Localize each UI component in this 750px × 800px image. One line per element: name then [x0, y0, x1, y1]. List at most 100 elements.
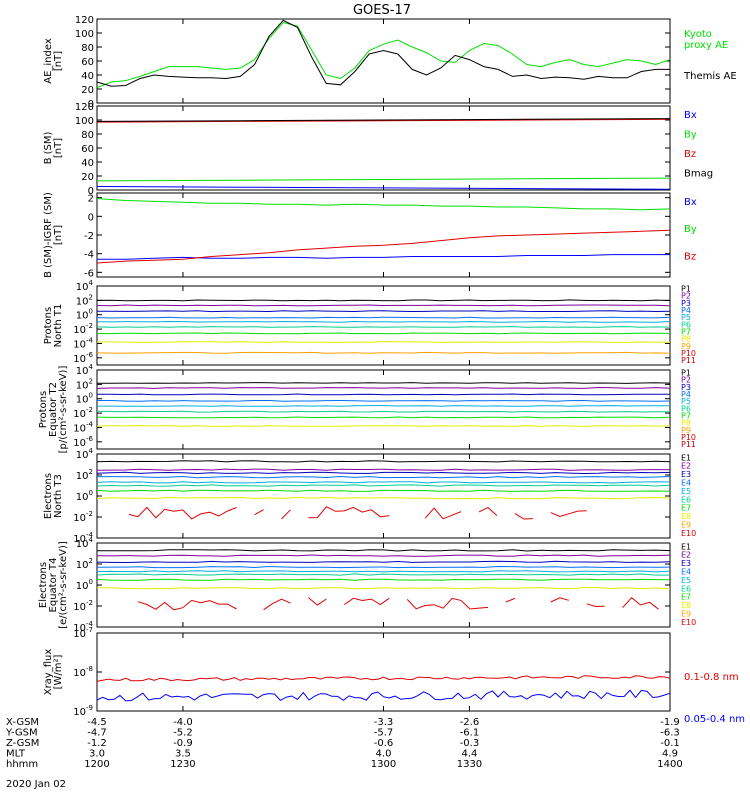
channel-line — [96, 304, 671, 307]
y-tick-label: 100 — [76, 308, 93, 322]
channel-line — [96, 565, 671, 569]
channel-label: E7 — [681, 593, 691, 602]
footer-value: -6.3 — [660, 728, 680, 739]
y-tick-label: 104 — [76, 279, 94, 293]
footer-value: 1300 — [371, 759, 396, 770]
y-axis-label: [e/(cm²-s-sr-keV)] — [58, 541, 69, 629]
channel-line — [96, 560, 671, 564]
y-axis-label: [W/m²] — [53, 654, 64, 689]
y-tick-label: 120 — [75, 102, 94, 113]
y-tick-label: 60 — [81, 57, 94, 68]
channel-line-noisy — [406, 597, 489, 610]
channel-label: P8 — [681, 335, 691, 344]
channel-label: P7 — [681, 327, 691, 336]
channel-line — [96, 468, 671, 471]
channel-label: P4 — [681, 390, 691, 399]
channel-line — [97, 399, 671, 402]
channel-line — [96, 554, 671, 557]
footer-value: 1330 — [457, 759, 482, 770]
channel-line-noisy — [263, 598, 291, 611]
channel-label: P5 — [681, 313, 691, 322]
footer-value: -0.6 — [374, 738, 394, 749]
footer-row-label: Y-GSM — [5, 728, 38, 739]
y-axis-label: B (SM) — [43, 131, 54, 164]
channel-label: P10 — [681, 349, 696, 358]
panel-2: 0 20 40 60 80 100 120 B (SM) [nT] Bx By Bz Bmag — [43, 102, 713, 197]
y-tick-label: -6 — [84, 268, 94, 279]
footer-value: 1200 — [84, 759, 109, 770]
channel-line-noisy — [137, 599, 237, 611]
footer-value: 3.0 — [89, 749, 105, 760]
footer-value: -5.2 — [173, 728, 193, 739]
channel-line — [96, 471, 671, 475]
channel-line — [97, 310, 671, 313]
footer-value: 1400 — [657, 759, 682, 770]
channel-line-noisy — [308, 506, 390, 519]
footer-row-label: Z-GSM — [6, 738, 39, 749]
y-tick-label: 10-4 — [73, 420, 93, 434]
y-tick-label: 20 — [81, 172, 94, 183]
series-line-bx — [96, 186, 671, 190]
legend-label: By — [684, 224, 697, 235]
footer-row-label: MLT — [6, 749, 26, 760]
series-line-bz — [96, 118, 671, 123]
channel-line — [96, 341, 671, 343]
channel-label: E5 — [681, 487, 691, 496]
channel-label: E2 — [681, 551, 691, 560]
panel-frame — [96, 453, 671, 539]
y-axis-label: Equator T2 — [48, 382, 59, 437]
channel-line-noisy — [586, 603, 605, 608]
channel-line-noisy — [424, 507, 462, 520]
channel-line — [96, 320, 671, 323]
y-tick-label: 100 — [76, 578, 93, 592]
footer-value: 1230 — [170, 759, 195, 770]
y-axis-label: AE_index — [43, 38, 54, 84]
footer-value: -4.5 — [87, 717, 107, 728]
channel-line — [96, 460, 671, 463]
channel-label: E2 — [681, 462, 691, 471]
legend-label: 0.05-0.4 nm — [684, 714, 745, 725]
series-line-bmag — [96, 118, 671, 122]
channel-label: P5 — [681, 397, 691, 406]
channel-line-noisy — [254, 509, 264, 516]
footer-value: -6.1 — [460, 728, 480, 739]
channel-line-noisy — [308, 597, 327, 606]
legend-label: Themis AE — [683, 71, 737, 82]
channel-line — [96, 386, 671, 389]
channel-label: P9 — [681, 426, 691, 435]
channel-line — [96, 573, 670, 576]
channel-line — [96, 578, 671, 581]
channel-label: P11 — [681, 356, 696, 365]
channel-label: P2 — [681, 292, 691, 301]
y-tick-label: 80 — [81, 43, 94, 54]
footer-value: -0.9 — [173, 738, 193, 749]
footer-value: -4.7 — [87, 728, 107, 739]
channel-line — [96, 316, 671, 319]
y-axis-label: North T3 — [53, 474, 64, 518]
y-tick-label: 10-2 — [73, 322, 93, 336]
y-tick-label: 102 — [76, 377, 93, 391]
y-tick-label: 100 — [75, 29, 94, 40]
channel-line — [96, 299, 671, 302]
channel-line — [96, 549, 671, 552]
panel-frame — [96, 18, 671, 104]
channel-line — [96, 587, 671, 590]
y-axis-label: Electrons — [38, 562, 49, 608]
y-axis-label: [nT] — [53, 138, 64, 158]
channel-line — [96, 410, 671, 413]
channel-label: E9 — [681, 521, 691, 530]
y-tick-label: -2 — [84, 231, 94, 242]
channel-line — [96, 393, 671, 396]
channel-label: E3 — [681, 559, 691, 568]
legend-label: Bmag — [684, 168, 713, 179]
footer-value: -3.3 — [374, 717, 394, 728]
channel-label: P2 — [681, 376, 691, 385]
panel-3: -6 -4 -2 0 2 B (SM)-IGRF (SM) [nT] Bx By Bz — [43, 192, 697, 279]
channel-label: P7 — [681, 411, 691, 420]
channel-line-noisy — [478, 507, 498, 516]
footer-value: -0.3 — [460, 738, 480, 749]
footer-row-label: hhmm — [6, 759, 38, 770]
channel-label: E3 — [681, 470, 691, 479]
